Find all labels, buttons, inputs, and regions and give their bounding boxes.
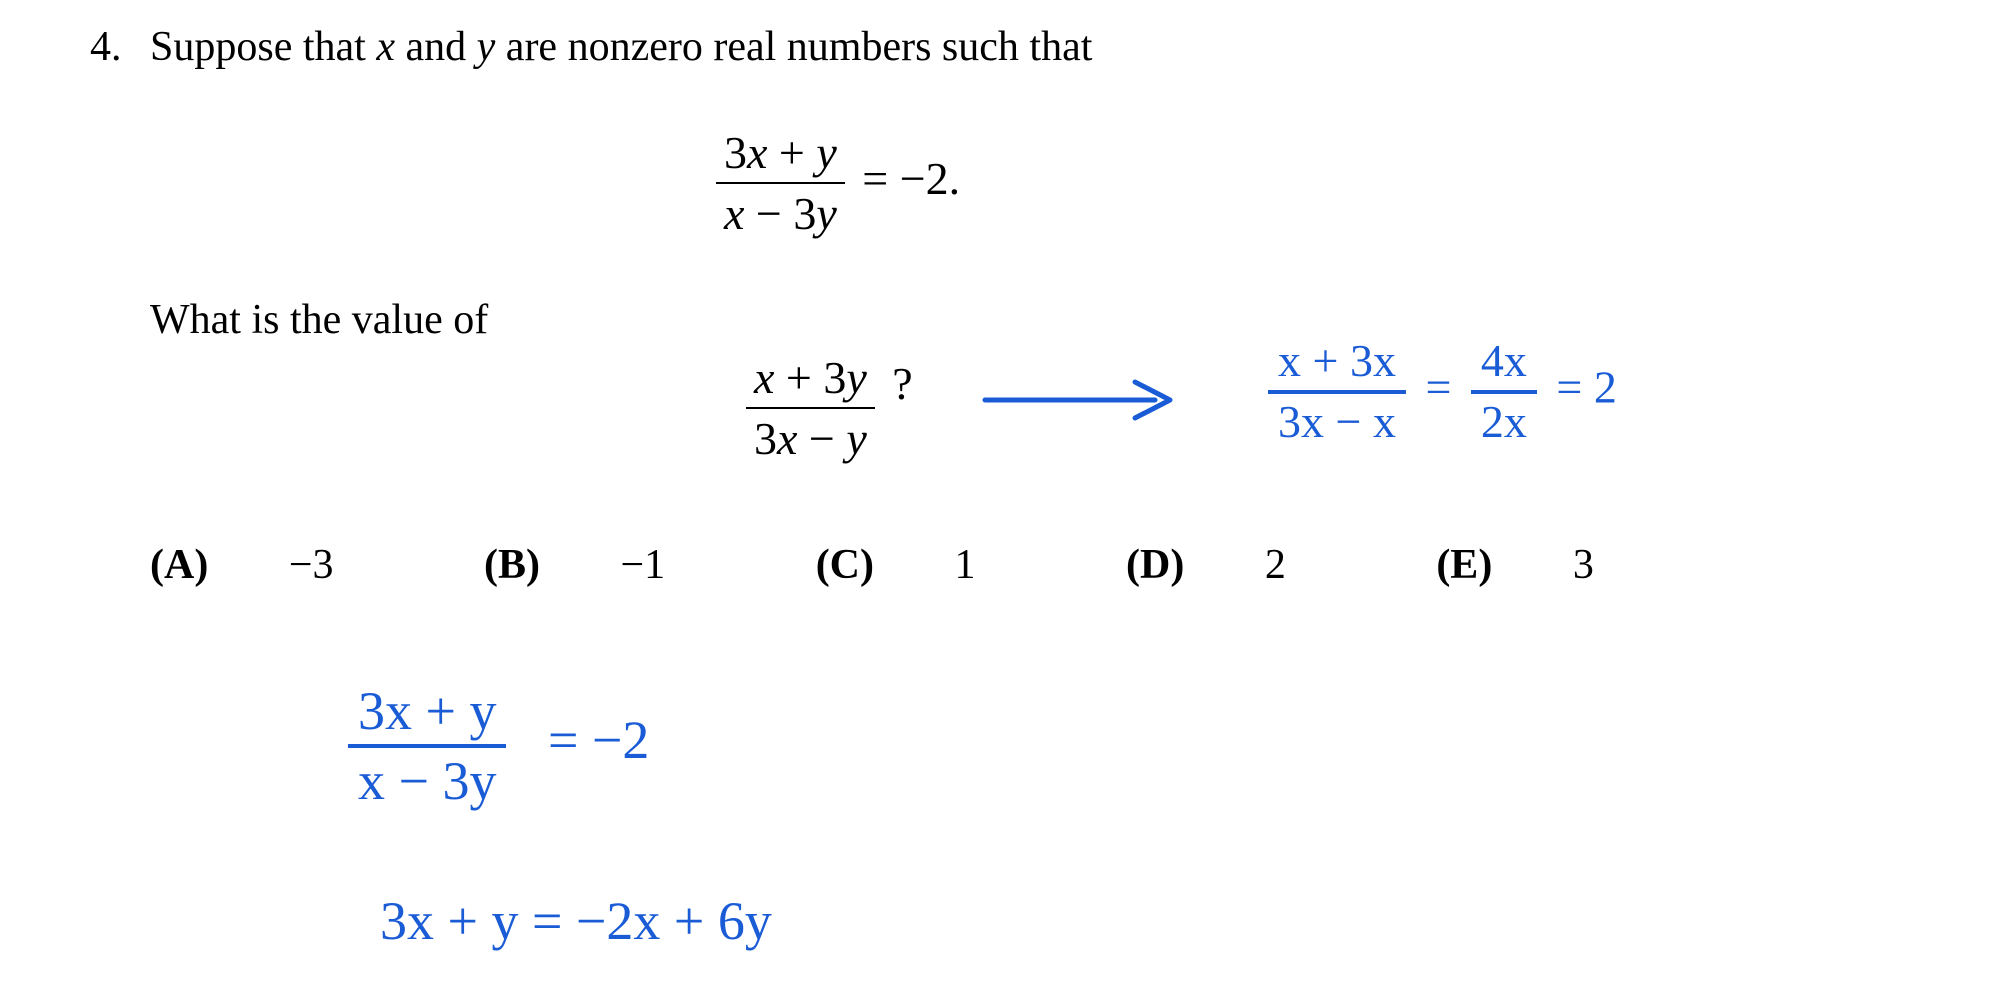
answer-choices: (A) −3 (B) −1 (C) 1 (D) 2 (E) 3 — [150, 540, 1734, 590]
hand-frac-2: 4x 2x — [1471, 335, 1537, 449]
choice-d[interactable]: (D) 2 — [1126, 542, 1356, 588]
choice-b[interactable]: (B) −1 — [484, 542, 735, 588]
asked-tail: ? — [892, 358, 912, 409]
hand-frac2-den: 2x — [1471, 390, 1537, 449]
choice-e[interactable]: (E) 3 — [1436, 542, 1664, 588]
asked-frac-numerator: x + 3y — [746, 350, 875, 407]
arrow-icon — [975, 370, 1195, 430]
hand-frac1-den: 3x − x — [1268, 390, 1406, 449]
hand-substitution: x + 3x 3x − x = 4x 2x = 2 — [1260, 335, 1617, 449]
given-rhs: = −2. — [862, 153, 960, 204]
stem-line-2: What is the value of — [150, 295, 488, 345]
choice-c[interactable]: (C) 1 — [816, 542, 1046, 588]
hand-eq-2: = 2 — [1556, 361, 1616, 412]
hand-work1-den: x − 3y — [348, 744, 506, 812]
problem-number: 4. — [90, 22, 122, 72]
given-fraction: 3x + y x − 3y — [716, 125, 845, 241]
asked-frac-denominator: 3x − y — [746, 407, 875, 466]
stem-line-1: Suppose that x and y are nonzero real nu… — [150, 22, 1092, 72]
asked-expression: x + 3y 3x − y ? — [740, 350, 913, 466]
hand-frac1-num: x + 3x — [1268, 335, 1406, 390]
given-frac-numerator: 3x + y — [716, 125, 845, 182]
hand-frac-1: x + 3x 3x − x — [1268, 335, 1406, 449]
hand-eq-1: = — [1425, 361, 1451, 412]
hand-work1-num: 3x + y — [348, 680, 506, 744]
page: 4. Suppose that x and y are nonzero real… — [0, 0, 2000, 1000]
hand-work-line-1: 3x + y x − 3y = −2 — [340, 680, 649, 812]
hand-work1-frac: 3x + y x − 3y — [348, 680, 506, 812]
given-equation: 3x + y x − 3y = −2. — [710, 125, 960, 241]
hand-work1-rhs: = −2 — [548, 710, 649, 770]
hand-work-line-2: 3x + y = −2x + 6y — [380, 890, 772, 952]
hand-frac2-num: 4x — [1471, 335, 1537, 390]
asked-fraction: x + 3y 3x − y — [746, 350, 875, 466]
given-frac-denominator: x − 3y — [716, 182, 845, 241]
choice-a[interactable]: (A) −3 — [150, 542, 404, 588]
